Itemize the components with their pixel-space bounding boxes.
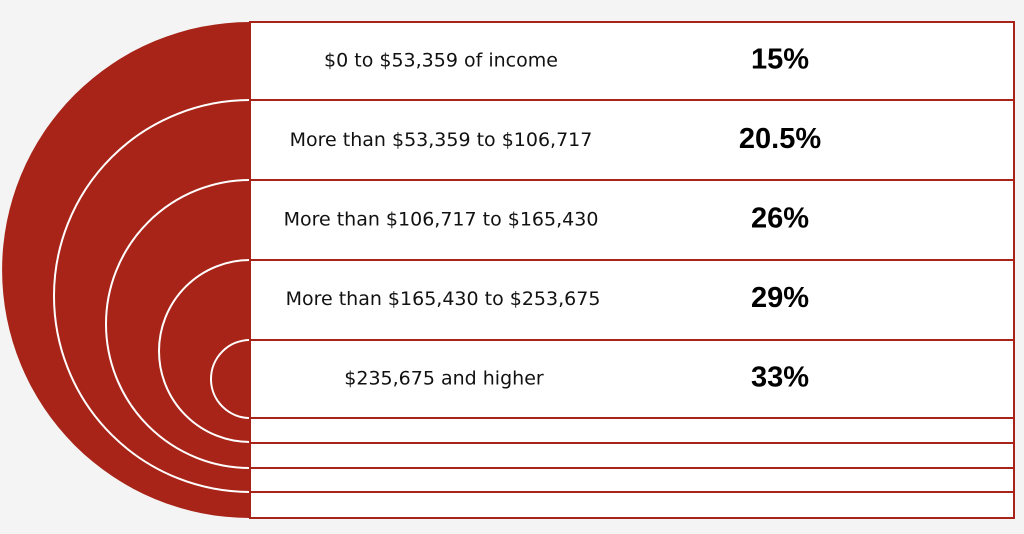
bracket-label: More than $165,430 to $253,675 — [286, 288, 601, 310]
arc — [158, 259, 251, 443]
arc — [210, 339, 251, 419]
bracket-label: $235,675 and higher — [344, 368, 544, 390]
table-frame — [249, 21, 1015, 519]
bracket-label: More than $53,359 to $106,717 — [290, 129, 593, 151]
arcs — [53, 99, 251, 493]
rows: $0 to $53,359 of income 15% More than $53,… — [284, 44, 822, 394]
row-lines — [250, 99, 1014, 493]
tax-rate: 29% — [751, 282, 809, 314]
tax-rate: 20.5% — [739, 123, 821, 155]
bracket-label: $0 to $53,359 of income — [324, 50, 558, 72]
bracket-label: More than $106,717 to $165,430 — [284, 209, 599, 231]
arc — [53, 99, 251, 493]
half-disk — [2, 22, 250, 518]
tax-rate: 33% — [751, 362, 809, 394]
tax-rate: 26% — [751, 203, 809, 235]
arc — [105, 179, 251, 469]
tax-rate: 15% — [751, 44, 809, 76]
